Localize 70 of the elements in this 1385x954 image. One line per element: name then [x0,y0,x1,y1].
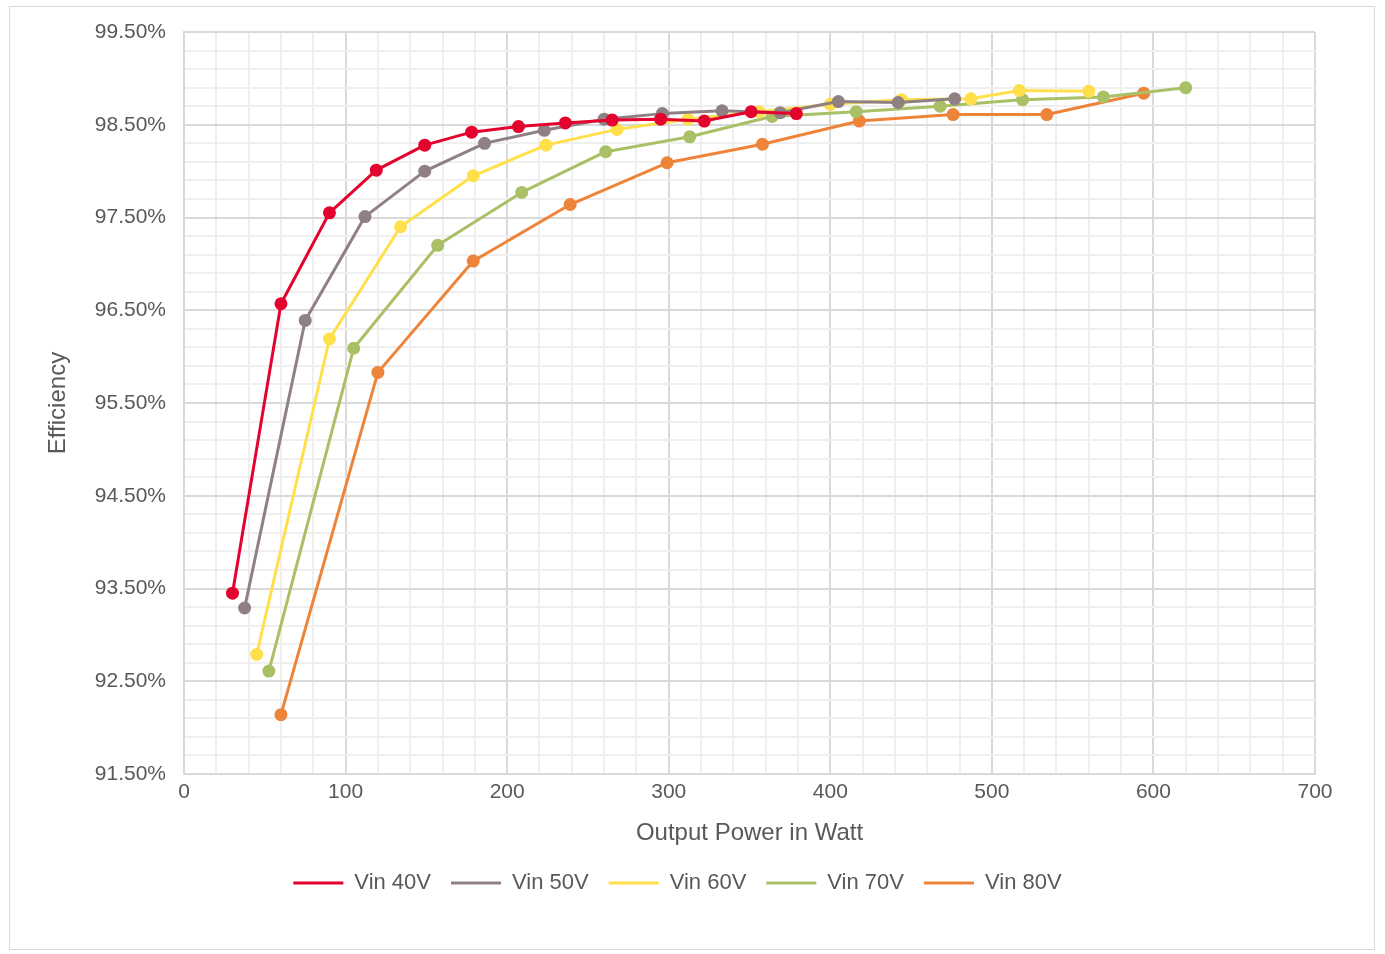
y-tick-label: 96.50% [94,297,167,321]
point [466,254,480,268]
legend-label: Vin 40V [354,869,432,895]
point [250,647,264,661]
point [262,664,276,678]
x-axis-title: Output Power in Watt [635,818,864,846]
point [654,112,668,126]
y-tick-label: 98.50% [94,111,167,135]
point [238,601,252,615]
y-tick-label: 91.50% [94,760,167,784]
point [369,163,383,177]
point [946,108,960,122]
x-tick-label: 200 [489,779,525,803]
y-axis-title: Efficiency [43,351,71,455]
point [660,156,674,170]
x-tick-label: 0 [178,779,190,803]
point [1179,81,1193,95]
point [539,138,553,152]
point [697,114,711,128]
point [431,238,445,252]
point [831,95,845,109]
point [358,210,372,224]
legend-label: Vin 50V [512,869,589,895]
point [465,125,479,139]
point [744,105,758,119]
point [322,206,336,220]
x-tick-label: 400 [812,779,848,803]
point [274,708,288,722]
x-tick-label: 100 [328,779,364,803]
point [605,113,619,127]
point [1012,83,1026,97]
point [511,120,525,134]
y-tick-label: 95.50% [94,389,167,413]
point [347,341,361,355]
point [466,169,480,183]
y-tick-label: 94.50% [94,482,167,506]
point [755,137,769,151]
point [394,220,408,234]
point [1082,84,1096,98]
point [274,297,288,311]
point [789,107,803,121]
point [1096,90,1110,104]
point [515,185,529,199]
x-tick-label: 300 [651,779,687,803]
y-tick-label: 97.50% [94,204,167,228]
point [478,136,492,150]
point [933,99,947,113]
point [418,164,432,178]
point [563,198,577,212]
y-tick-label: 92.50% [94,668,167,692]
point [683,130,697,144]
point [298,313,312,327]
y-tick-label: 99.50% [94,18,167,42]
point [948,92,962,106]
legend-label: Vin 60V [669,869,747,895]
point [322,332,336,346]
point [225,586,239,600]
point [849,105,863,119]
x-tick-label: 500 [974,779,1010,803]
y-tick-label: 93.50% [94,575,167,599]
point [418,138,432,152]
x-tick-label: 700 [1297,779,1333,803]
point [599,145,613,159]
point [371,365,385,379]
legend-label: Vin 70V [827,869,905,895]
legend-label: Vin 80V [984,869,1062,895]
point [558,116,572,130]
x-tick-label: 600 [1135,779,1171,803]
point [1040,108,1054,122]
point [964,92,978,106]
